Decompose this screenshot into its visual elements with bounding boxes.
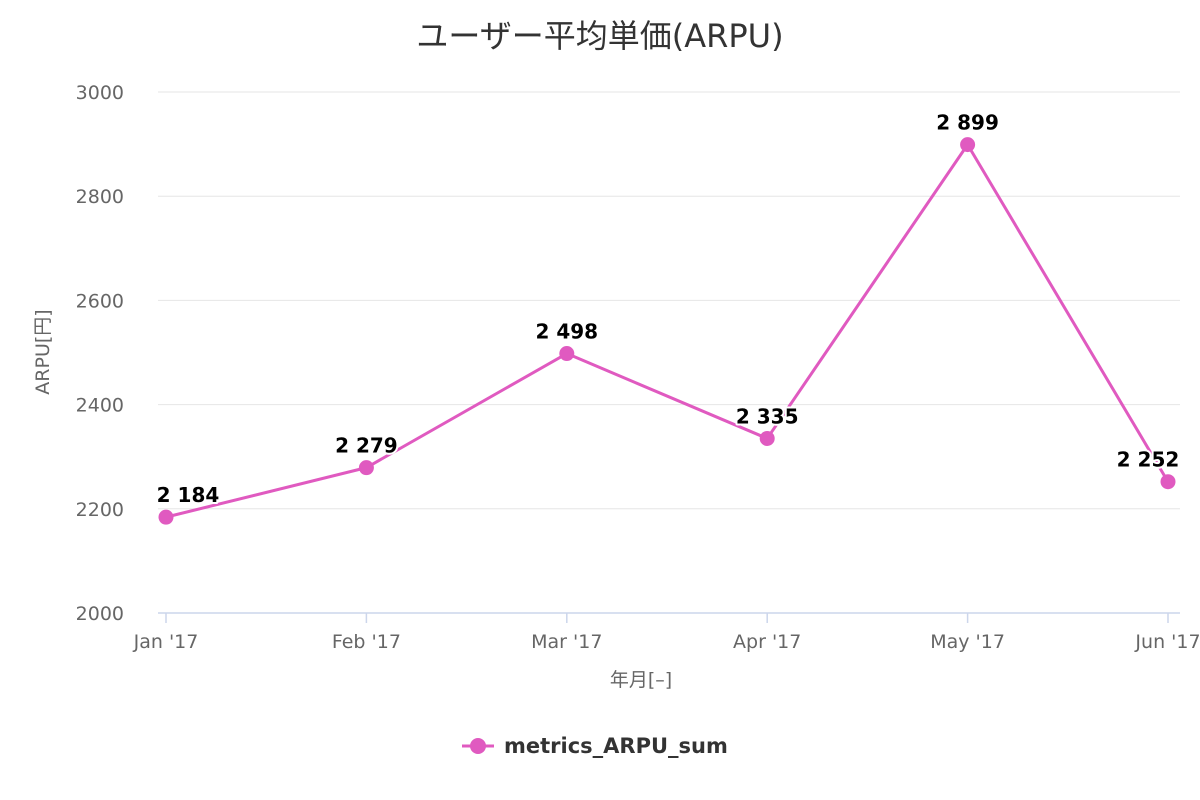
data-point[interactable] (960, 137, 976, 153)
x-tick-label: May '17 (930, 631, 1005, 653)
y-tick-label: 2400 (76, 395, 124, 417)
series-line (165, 143, 1170, 519)
data-point[interactable] (759, 430, 775, 446)
x-tick-label: Jan '17 (133, 631, 199, 653)
legend-label[interactable]: metrics_ARPU_sum (504, 734, 728, 758)
data-label: 2 279 (335, 434, 398, 458)
legend[interactable]: metrics_ARPU_sum (462, 734, 728, 758)
y-tick-label: 2800 (76, 186, 124, 208)
x-axis-label: 年月[–] (610, 669, 672, 691)
data-labels: 2 184 2 279 2 498 2 335 2 899 2 252 (155, 109, 1182, 510)
y-axis-label: ARPU[円] (32, 309, 54, 394)
y-tick-label: 2200 (76, 499, 124, 521)
x-tick-label: Apr '17 (733, 631, 801, 653)
x-tick-label: Mar '17 (531, 631, 602, 653)
data-label: 2 252 (1117, 448, 1180, 472)
data-point[interactable] (1160, 474, 1176, 490)
x-axis-ticks: Jan '17 Feb '17 Mar '17 Apr '17 May '17 Jun '… (133, 613, 1200, 653)
y-tick-label: 2600 (76, 290, 124, 312)
data-point[interactable] (358, 460, 374, 476)
data-label: 2 498 (535, 320, 598, 344)
data-point[interactable] (559, 346, 575, 362)
y-tick-label: 2000 (76, 603, 124, 625)
x-tick-label: Jun '17 (1134, 631, 1200, 653)
x-tick-label: Feb '17 (332, 631, 401, 653)
data-label: 2 335 (736, 404, 799, 428)
y-tick-label: 3000 (76, 82, 124, 104)
series (158, 137, 1176, 525)
legend-marker-icon (470, 738, 486, 754)
y-axis-ticks: 2000 2200 2400 2600 2800 3000 (76, 82, 124, 625)
data-label: 2 899 (936, 111, 999, 135)
gridlines (158, 91, 1180, 510)
chart-title: ユーザー平均単価(ARPU) (416, 17, 783, 55)
data-point[interactable] (158, 509, 174, 525)
data-label: 2 184 (157, 483, 220, 507)
